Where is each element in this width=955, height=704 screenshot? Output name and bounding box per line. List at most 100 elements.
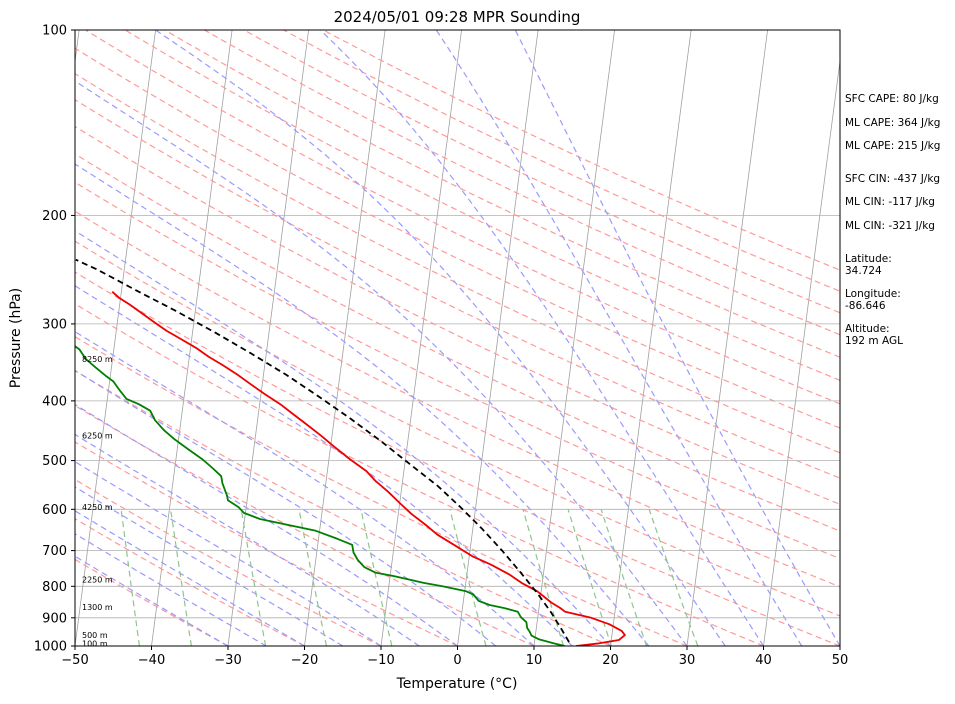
moist-adiabat-line xyxy=(319,30,764,646)
isotherm-line xyxy=(686,30,768,646)
mixing-ratio-line xyxy=(120,509,140,646)
moist-adiabat-line xyxy=(75,486,344,646)
height-label: 100 m xyxy=(82,639,108,648)
dry-adiabat-line xyxy=(75,72,840,454)
y-tick-label: 1000 xyxy=(34,640,67,655)
dry-adiabat-line xyxy=(75,478,382,646)
x-tick-label: 40 xyxy=(755,653,772,668)
isotherm-line xyxy=(75,30,156,646)
mixing-ratio-line xyxy=(298,509,328,646)
y-axis-label: Pressure (hPa) xyxy=(8,288,24,388)
dry-adiabat-line xyxy=(75,153,840,532)
altitude-value: 192 m AGL xyxy=(845,335,903,347)
latitude-label: Latitude: xyxy=(845,253,892,265)
isotherm-line xyxy=(227,30,309,646)
profile-lines xyxy=(75,258,626,646)
temperature-line xyxy=(111,291,626,646)
ml-cape-text-1: ML CAPE: 364 J/kg xyxy=(845,117,940,129)
dry-adiabat-line xyxy=(75,240,840,617)
x-tick-label: 50 xyxy=(832,653,849,668)
dry-adiabat-line xyxy=(164,30,840,358)
moist-adiabat-line xyxy=(75,403,458,646)
moist-adiabat-line xyxy=(75,433,420,646)
dry-adiabat-line xyxy=(75,125,840,505)
x-tick-label: −30 xyxy=(214,653,241,668)
moist-adiabat-line xyxy=(155,30,726,646)
moist-adiabat-line xyxy=(75,369,497,646)
dry-adiabat-line xyxy=(75,369,611,646)
x-tick-label: 0 xyxy=(453,653,461,668)
dry-adiabat-line xyxy=(75,99,840,479)
y-tick-label: 700 xyxy=(42,544,67,559)
sfc-cin-text: SFC CIN: -437 J/kg xyxy=(845,173,940,185)
y-axis-ticks: 100 200 300 400 500 600 700 800 900 1000 xyxy=(34,24,75,655)
y-tick-label: 100 xyxy=(42,24,67,39)
height-label: 2250 m xyxy=(82,576,113,585)
ml-cape-text-2: ML CAPE: 215 J/kg xyxy=(845,140,940,152)
height-label: 6250 m xyxy=(82,431,113,440)
x-tick-label: 20 xyxy=(602,653,619,668)
dry-adiabat-line xyxy=(75,404,535,646)
moist-adiabat-line xyxy=(75,285,573,646)
moist-adiabat-line xyxy=(514,30,840,646)
dry-adiabat-line xyxy=(75,303,764,646)
dry-adiabat-line xyxy=(124,30,840,381)
y-tick-label: 300 xyxy=(42,317,67,332)
isotherm-line xyxy=(457,30,539,646)
moist-adiabat-line xyxy=(75,163,650,646)
dewpoint-line xyxy=(75,345,565,646)
x-axis-ticks: −50 −40 −30 −20 −10 0 10 20 30 40 50 xyxy=(61,646,848,668)
height-label: 8250 m xyxy=(82,355,113,364)
moist-adiabat-line xyxy=(75,80,688,646)
x-tick-label: 10 xyxy=(526,653,543,668)
moist-adiabat-line xyxy=(75,330,535,646)
moist-adiabat-line xyxy=(435,30,803,646)
mixing-ratio-line xyxy=(522,509,565,646)
isotherm-line xyxy=(304,30,386,646)
x-tick-label: −10 xyxy=(367,653,394,668)
y-tick-label: 600 xyxy=(42,503,67,518)
x-tick-label: −40 xyxy=(138,653,165,668)
y-tick-label: 800 xyxy=(42,580,67,595)
altitude-label: Altitude: xyxy=(845,323,890,335)
isotherm-line xyxy=(533,30,615,646)
sfc-cape-text: SFC CAPE: 80 J/kg xyxy=(845,93,939,105)
isotherm-line xyxy=(380,30,462,646)
dry-adiabat-line xyxy=(75,517,305,646)
dry-adiabat-line xyxy=(323,30,840,271)
x-tick-label: −50 xyxy=(61,653,88,668)
height-label: 1300 m xyxy=(82,603,113,612)
chart-title: 2024/05/01 09:28 MPR Sounding xyxy=(334,8,581,26)
dry-adiabat-line xyxy=(75,47,840,429)
longitude-value: -86.646 xyxy=(845,300,886,312)
dry-adiabat-line xyxy=(75,181,840,560)
mixing-ratio-line xyxy=(600,509,648,646)
ml-cin-text-2: ML CIN: -321 J/kg xyxy=(845,220,935,232)
x-axis-label: Temperature (°C) xyxy=(396,676,518,692)
dry-adiabat-line xyxy=(75,335,688,646)
y-tick-label: 900 xyxy=(42,611,67,626)
parcel-profile-line xyxy=(75,258,570,643)
dry-adiabat-line xyxy=(75,210,840,588)
dry-adiabat-line xyxy=(85,30,840,405)
ml-cin-text-1: ML CIN: -117 J/kg xyxy=(845,196,935,208)
latitude-value: 34.724 xyxy=(845,265,882,277)
x-tick-label: 30 xyxy=(679,653,696,668)
mixing-ratio-line xyxy=(170,509,192,646)
mixing-ratio-line xyxy=(449,509,487,646)
mixing-ratio-line xyxy=(360,509,393,646)
isotherm-line xyxy=(151,30,233,646)
height-label: 500 m xyxy=(82,631,108,640)
mixing-ratio-line xyxy=(648,509,699,646)
background-lines xyxy=(75,30,840,646)
moist-adiabat-line xyxy=(75,461,382,646)
height-label: 4250 m xyxy=(82,503,113,512)
x-tick-label: −20 xyxy=(291,653,318,668)
isotherm-line xyxy=(610,30,692,646)
info-panel: SFC CAPE: 80 J/kg ML CAPE: 364 J/kg ML C… xyxy=(845,93,940,347)
y-tick-label: 200 xyxy=(42,209,67,224)
y-tick-label: 500 xyxy=(42,454,67,469)
